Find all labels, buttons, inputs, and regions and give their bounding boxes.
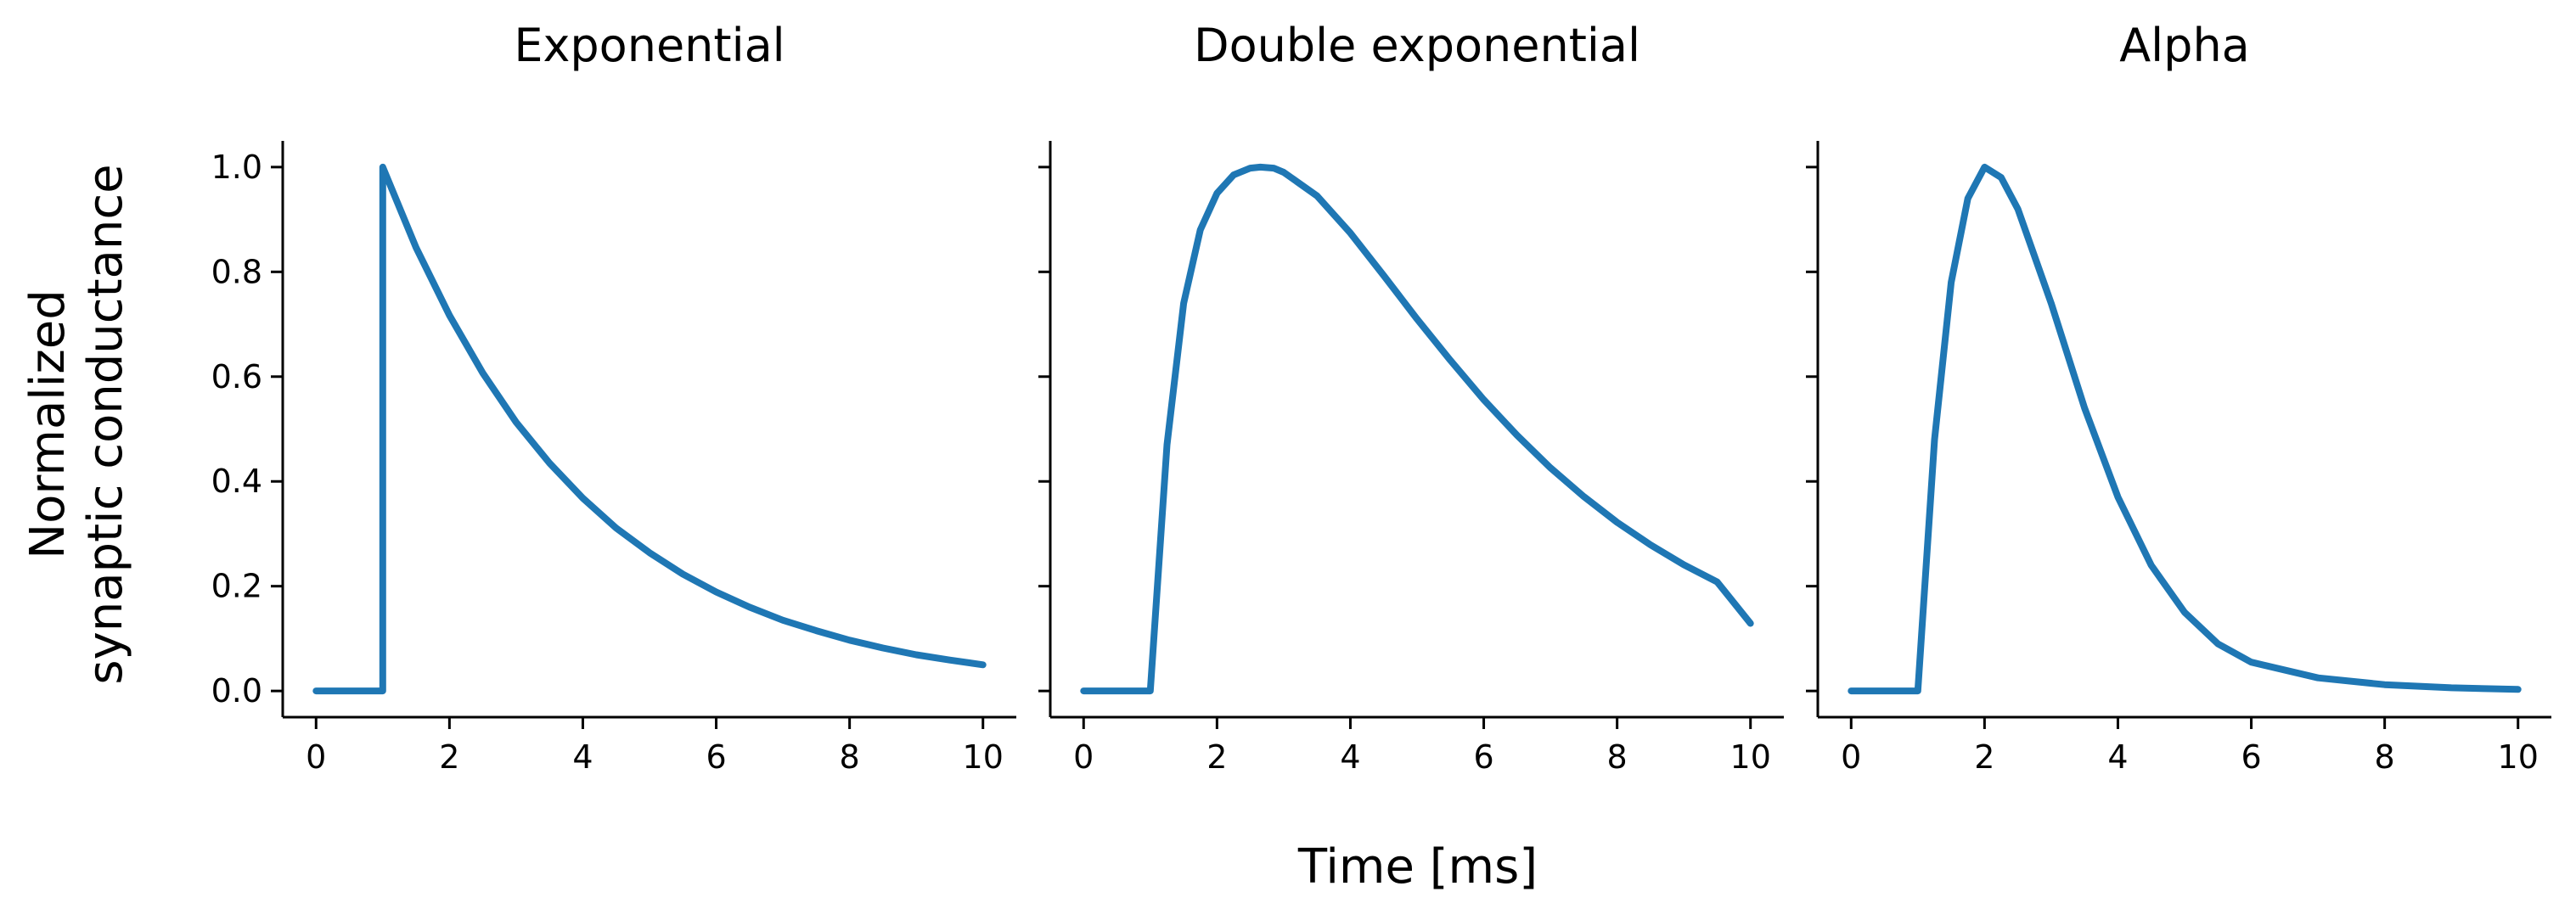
x-tick-label: 10	[2498, 738, 2539, 776]
y-tick-label: 0.8	[211, 253, 262, 290]
y-tick-label: 1.0	[211, 149, 262, 186]
series-line	[312, 163, 987, 695]
x-tick-label: 6	[1473, 738, 1493, 776]
chart-panels: Exponential 0 2 4 6 8 10 0.0 0.2 0.4 0.6 0.8 1.0 Doub…	[211, 19, 2551, 776]
series-line	[1848, 163, 2522, 695]
x-tick-label: 8	[840, 738, 860, 776]
x-tick-label: 4	[2107, 738, 2128, 776]
panel-title: Exponential	[514, 19, 785, 72]
chart-panel-2: Double exponential 0 2 4 6 8 10	[1038, 19, 1784, 776]
y-tick-label: 0.2	[211, 568, 262, 605]
y-axis-title-line-2: synaptic conductance	[78, 164, 133, 684]
x-tick-label: 8	[2375, 738, 2395, 776]
x-tick-label: 0	[1073, 738, 1094, 776]
y-axis-title-line-1: Normalized	[20, 289, 76, 559]
y-tick-label: 0.4	[211, 463, 262, 500]
x-tick-label: 6	[706, 738, 726, 776]
x-tick-label: 2	[1206, 738, 1227, 776]
x-tick-label: 2	[1974, 738, 1994, 776]
x-tick-label: 8	[1607, 738, 1628, 776]
y-tick-label: 0.0	[211, 672, 262, 710]
series-line	[1080, 163, 1754, 695]
panel-title: Double exponential	[1194, 19, 1640, 72]
panel-title: Alpha	[2119, 19, 2250, 72]
x-tick-label: 6	[2241, 738, 2261, 776]
x-tick-label: 0	[306, 738, 326, 776]
chart-panel-3: Alpha 0 2 4 6 8 10	[1806, 19, 2551, 776]
x-axis-title: Time [ms]	[1297, 839, 1538, 895]
y-tick-label: 0.6	[211, 358, 262, 395]
chart-panel-1: Exponential 0 2 4 6 8 10 0.0 0.2 0.4 0.6 0.8 1.0	[211, 19, 1016, 776]
x-tick-label: 4	[572, 738, 593, 776]
x-tick-label: 0	[1841, 738, 1861, 776]
x-tick-label: 10	[1730, 738, 1771, 776]
x-tick-label: 4	[1340, 738, 1360, 776]
y-axis-title: Normalized synaptic conductance	[20, 164, 133, 684]
x-tick-label: 2	[439, 738, 459, 776]
x-tick-label: 10	[963, 738, 1004, 776]
